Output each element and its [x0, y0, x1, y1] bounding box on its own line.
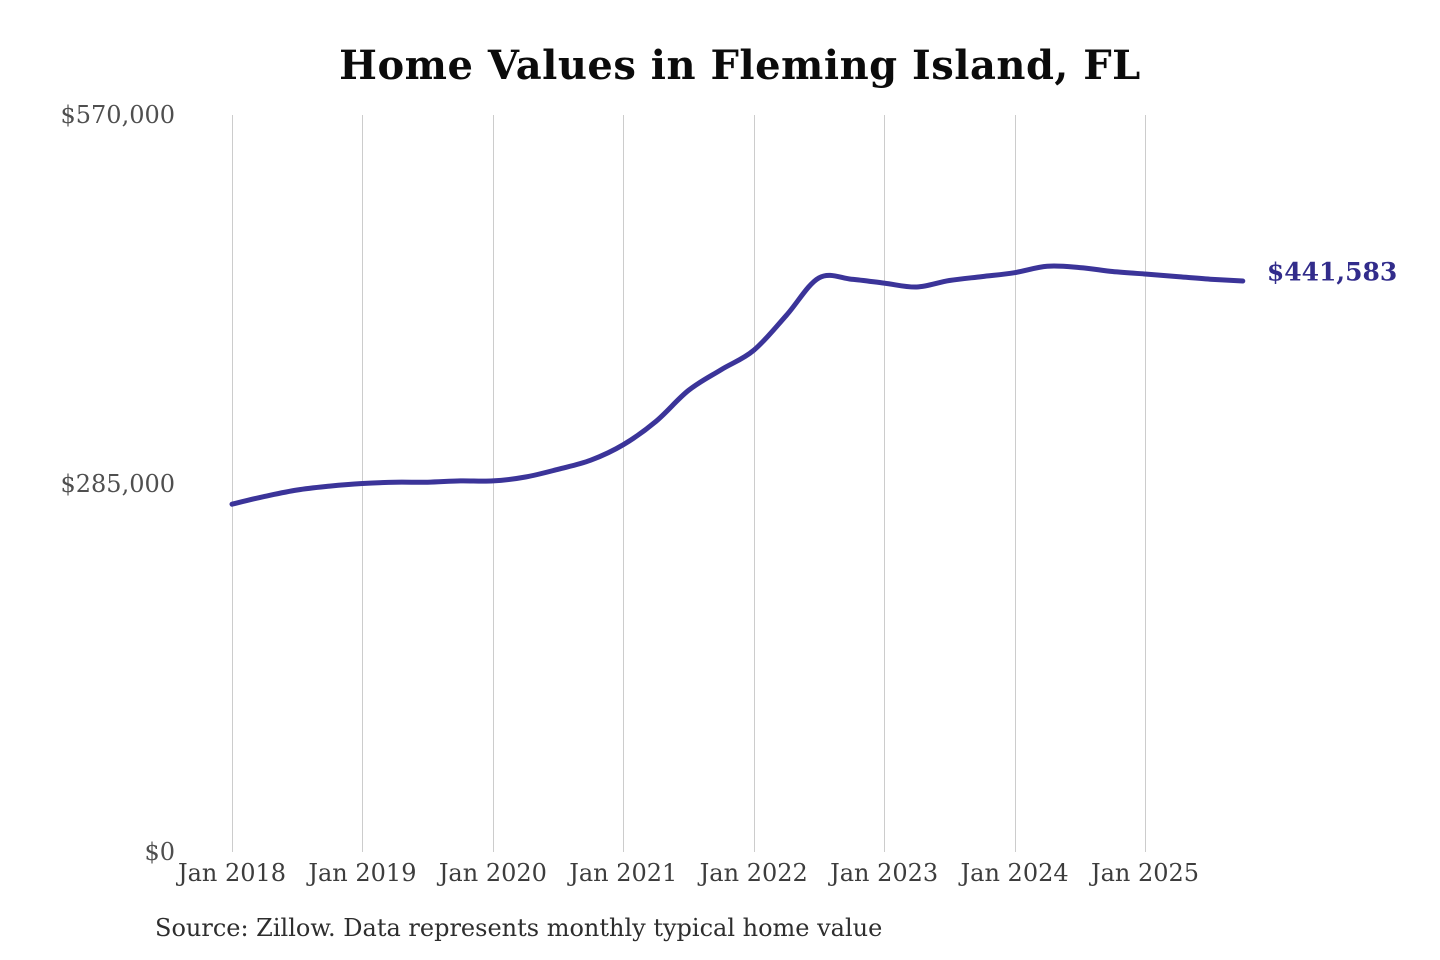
home-value-line: [229, 263, 1246, 507]
current-value-label: $441,583: [1266, 257, 1398, 287]
x-tick-label: Jan 2020: [438, 859, 547, 887]
x-tick-label: Jan 2024: [960, 859, 1069, 887]
x-tick-label: Jan 2019: [308, 859, 417, 887]
y-tick-label: $570,000: [60, 101, 175, 129]
chart-title: Home Values in Fleming Island, FL: [339, 42, 1141, 89]
x-tick-label: Jan 2021: [569, 859, 678, 887]
y-tick-label: $0: [144, 838, 175, 866]
source-note: Source: Zillow. Data represents monthly …: [155, 914, 883, 942]
x-tick-label: Jan 2018: [177, 859, 287, 887]
x-tick-label: Jan 2022: [699, 859, 808, 887]
x-tick-label: Jan 2025: [1090, 859, 1200, 887]
x-tick-label: Jan 2023: [830, 859, 939, 887]
y-tick-label: $285,000: [60, 469, 175, 498]
